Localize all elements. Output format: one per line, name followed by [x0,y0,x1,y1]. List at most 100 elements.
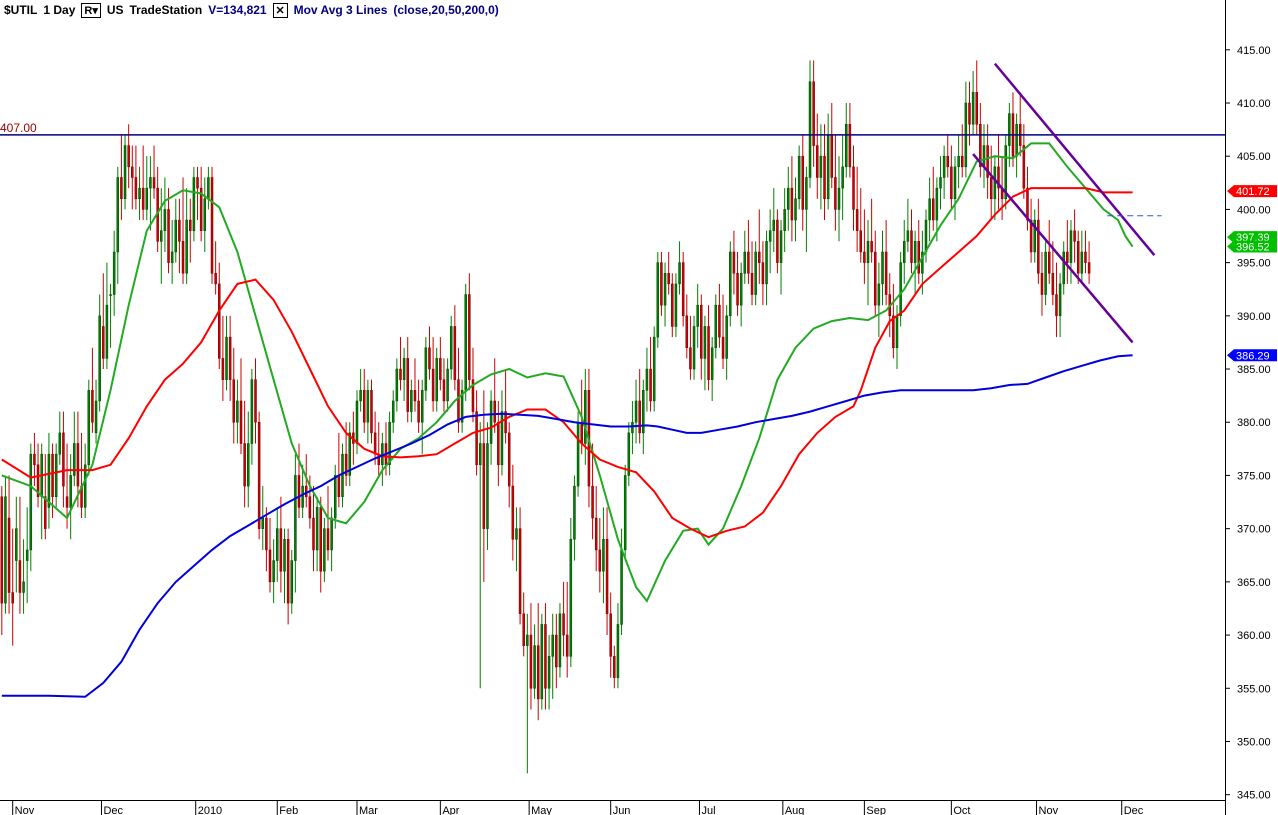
candle-body [1080,251,1084,274]
candle-body [420,390,424,423]
candle-body [254,379,257,423]
candle-body [939,177,942,189]
candle-body [1069,230,1073,263]
candle-body [605,539,609,615]
candle-body [591,485,594,519]
candle-body [163,209,167,231]
interval-label: 1 Day [43,3,76,17]
candle-body [91,390,94,423]
candle-body [51,453,54,497]
candle-body [848,124,852,168]
y-tick-label: 405.00 [1237,151,1271,163]
price-tag-label: 401.72 [1236,186,1270,198]
candle-body [707,326,710,380]
candle-body [692,326,696,370]
price-tag-label: 396.52 [1236,241,1270,253]
candle-body [76,443,80,487]
candle-body [344,453,348,476]
candle-body [776,219,779,263]
candle-body [526,634,529,646]
candle-body [276,528,279,561]
close-indicator-icon[interactable]: ✕ [272,2,288,18]
candle-body [645,368,649,391]
candle-body [841,166,844,189]
candle-body [308,496,312,519]
candle-body [391,400,395,423]
candle-body [11,592,14,604]
candle-body [170,251,174,263]
candle-body [257,421,261,529]
candle-body [337,475,341,497]
candle-body [906,230,910,242]
candle-body [685,315,689,348]
candle-body [642,390,645,434]
candle-body [942,155,946,178]
x-tick-label: Jul [701,805,715,815]
candle-body [373,432,377,455]
candle-body [623,475,627,551]
candle-body [25,549,29,561]
candle-body [326,528,330,551]
candle-body [660,262,663,306]
candle-body [283,539,286,572]
y-tick-label: 345.00 [1237,790,1271,802]
candle-body [236,400,239,423]
candle-body [960,155,964,168]
candle-body [185,219,188,274]
candle-body [551,634,554,657]
candle-body [768,230,772,242]
candle-body [518,528,522,615]
candle-body [877,283,881,306]
candle-body [917,241,920,274]
candle-body [272,560,275,583]
candle-body [732,251,736,274]
candle-body [866,241,870,263]
candle-body [167,209,170,263]
candle-body [1022,145,1026,189]
candle-body [797,155,801,200]
candle-body [1008,113,1011,146]
candle-body [656,262,660,338]
candle-body [362,390,366,423]
candle-body [145,187,149,210]
candle-body [845,124,848,168]
y-tick-label: 370.00 [1237,524,1271,536]
candle-body [319,507,322,572]
r-dropdown-button[interactable]: R▾ [81,2,101,18]
y-tick-label: 400.00 [1237,204,1271,216]
candle-body [399,368,402,380]
candle-body [189,219,192,231]
candle-body [94,400,98,434]
candle-body [507,432,511,487]
candle-body [874,251,877,306]
candle-body [765,241,768,285]
candle-body [109,294,112,296]
candle-body [689,347,692,370]
y-tick-label: 355.00 [1237,683,1271,695]
candle-body [435,358,438,402]
candle-body [178,219,181,242]
candle-body [576,421,580,487]
candle-body [330,517,333,551]
channel-trendline [993,62,1156,256]
candle-body [881,251,884,285]
candle-body [613,656,616,678]
candle-body [979,124,982,168]
candle-body [700,304,703,359]
candle-body [1047,251,1051,274]
channel-trendline [972,153,1134,344]
candle-body [968,102,971,125]
candle-body [681,262,685,317]
candle-body [1055,294,1058,317]
x-tick-label: Nov [1039,805,1059,815]
candle-body [935,187,939,221]
market-label: US [106,3,124,17]
candle-body [852,166,855,210]
candle-body [1051,273,1055,295]
candle-body [424,347,428,391]
candle-body [457,379,460,423]
candle-body [631,421,634,434]
candle-body [627,432,631,476]
x-tick-label: Dec [103,805,123,815]
